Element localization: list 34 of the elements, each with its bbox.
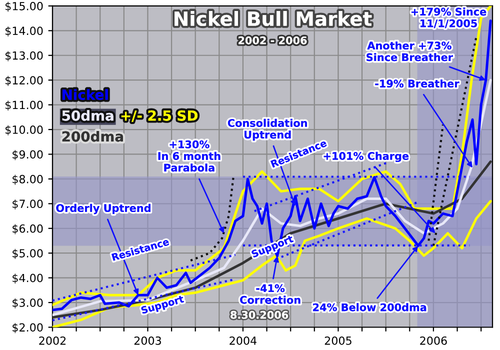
annotation: -41% Correction	[240, 284, 300, 304]
annotation: 24% Below 200dma	[313, 303, 426, 312]
x-tick-label: 2004	[230, 336, 256, 345]
y-tick-label: $4.00	[12, 274, 43, 284]
x-tick-label: 2005	[324, 336, 352, 345]
text: 200dma	[62, 130, 123, 142]
annotation: Consolidation Uptrend	[228, 118, 307, 141]
x-tick-label: 2006	[420, 336, 447, 345]
y-tick-label: $3.00	[12, 298, 43, 308]
y-tick-label: $7.00	[12, 199, 43, 210]
y-tick-label: $15.00	[6, 2, 43, 12]
line-series	[190, 175, 234, 262]
y-tick-label: $2.00	[12, 323, 43, 334]
annotation: +130% In 6 month Parabola	[158, 140, 220, 172]
x-tick-label: 2003	[134, 336, 161, 345]
annotation: Another +73% Since Breather	[366, 41, 453, 62]
y-tick-label: $11.00	[6, 100, 43, 111]
text: 50dma	[62, 110, 114, 121]
y-tick-label: $8.00	[12, 174, 43, 185]
text: Nickel	[62, 89, 108, 100]
x-tick-label: 2002	[39, 336, 66, 345]
y-tick-label: $10.00	[6, 125, 43, 136]
chart-title: Nickel Bull Market	[174, 11, 372, 26]
y-tick-label: $13.00	[6, 51, 43, 62]
text: 2002 - 2006	[238, 36, 307, 44]
annotation: Orderly Uptrend	[56, 204, 150, 214]
y-tick-label: $6.00	[12, 224, 43, 234]
annotation: 8.30.2006	[230, 310, 288, 319]
annotation: -19% Breather	[375, 79, 460, 88]
y-tick-label: $5.00	[12, 248, 43, 259]
text: +/- 2.5 SD	[121, 110, 198, 122]
y-tick-label: $12.00	[6, 76, 43, 86]
y-tick-label: $14.00	[6, 26, 43, 37]
y-tick-label: $9.00	[12, 150, 43, 160]
